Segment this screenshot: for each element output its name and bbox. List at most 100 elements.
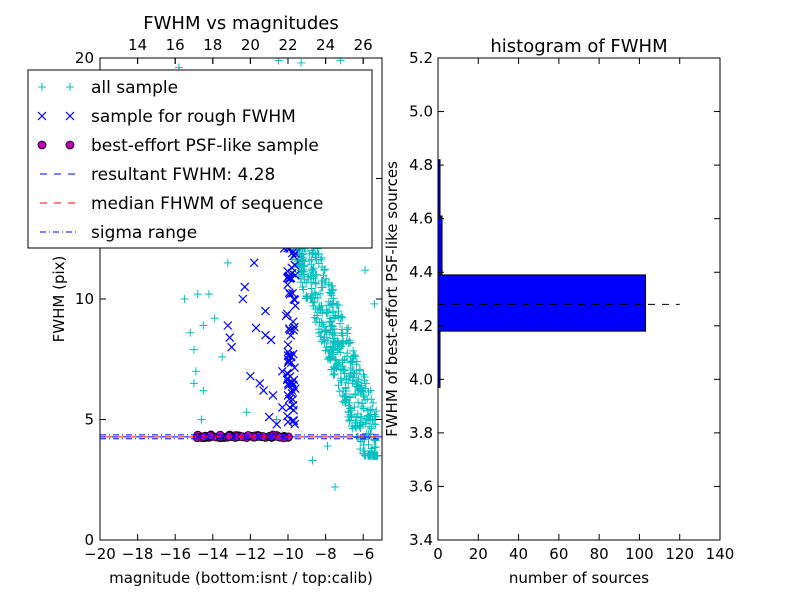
legend-entry: best-effort PSF-like sample — [37, 136, 319, 156]
x-tick-label: −14 — [197, 545, 229, 563]
data-point-cross — [284, 380, 294, 390]
data-point-plus — [305, 249, 314, 258]
data-point-cross — [240, 282, 250, 292]
data-point-plus — [349, 368, 358, 377]
data-point-plus — [343, 329, 352, 338]
x-tick-label: 20 — [469, 545, 488, 563]
data-point-cross — [286, 352, 296, 362]
data-point-plus — [337, 339, 346, 348]
data-point-plus — [218, 352, 227, 361]
y-tick-label: 5.0 — [409, 103, 433, 121]
data-point-plus — [329, 294, 338, 303]
data-point-plus — [351, 390, 360, 399]
data-point-plus — [311, 318, 320, 327]
data-point-plus — [190, 345, 198, 354]
histogram-title: histogram of FWHM — [490, 36, 667, 57]
data-point-plus — [180, 295, 189, 303]
data-point-plus — [329, 370, 338, 379]
data-point-plus — [368, 415, 377, 424]
data-point-plus — [337, 378, 346, 387]
data-point-plus — [363, 451, 372, 460]
data-point-plus — [329, 308, 338, 317]
data-point-plus — [318, 283, 327, 292]
x-tick-label: −12 — [235, 545, 267, 563]
data-point-cross — [288, 288, 298, 298]
data-point-plus — [190, 379, 198, 388]
y-tick-label: 5.2 — [409, 49, 433, 67]
data-point-plus — [363, 406, 372, 415]
data-point-plus — [354, 398, 363, 407]
data-point-cross — [288, 395, 298, 404]
top-x-tick-label: 24 — [316, 36, 335, 54]
data-point-plus — [350, 369, 359, 378]
data-point-plus — [363, 416, 372, 425]
data-point-plus — [331, 364, 340, 373]
data-point-cross — [288, 317, 298, 327]
legend-label: best-effort PSF-like sample — [91, 136, 319, 156]
data-point-plus — [314, 325, 323, 334]
legend-entry: all sample — [38, 78, 178, 98]
histogram-bar — [438, 159, 441, 217]
data-point-plus — [316, 289, 325, 298]
data-point-cross — [266, 335, 276, 345]
data-point-plus — [372, 406, 381, 415]
data-point-plus — [326, 346, 335, 355]
y-tick-label: 4.4 — [409, 263, 433, 281]
top-x-tick-label: 20 — [241, 36, 260, 54]
data-point-plus — [199, 321, 208, 330]
y-tick-label: 3.8 — [409, 424, 433, 442]
data-point-plus — [354, 375, 363, 384]
data-point-cross — [282, 368, 292, 378]
data-point-cross — [245, 371, 255, 381]
data-point-cross — [283, 266, 293, 276]
data-point-cross — [264, 412, 274, 422]
data-point-plus — [355, 365, 364, 374]
data-point-cross — [287, 268, 297, 278]
data-point-plus — [328, 300, 337, 309]
data-point-plus — [321, 327, 330, 336]
data-point-plus — [309, 264, 318, 273]
y-tick-label: 0 — [84, 531, 94, 549]
data-point-circle — [243, 431, 253, 440]
data-point-cross — [284, 394, 294, 404]
data-point-cross — [282, 309, 292, 319]
data-point-cross — [238, 294, 248, 304]
data-point-plus — [334, 344, 343, 353]
data-point-cross — [251, 323, 261, 333]
legend-label: resultant FWHM: 4.28 — [91, 165, 275, 185]
legend-label: sample for rough FWHM — [91, 107, 296, 127]
x-tick-label: 140 — [706, 545, 735, 563]
data-point-cross — [289, 405, 299, 415]
y-tick-label: 10 — [75, 290, 94, 308]
data-point-plus — [299, 253, 308, 262]
data-point-plus — [297, 58, 306, 67]
data-point-cross — [287, 385, 297, 395]
data-point-plus — [332, 356, 341, 365]
data-point-plus — [323, 442, 332, 451]
top-x-tick-label: 18 — [203, 36, 222, 54]
data-point-plus — [357, 402, 366, 411]
data-point-plus — [317, 277, 326, 286]
data-point-plus — [318, 263, 327, 272]
data-point-plus — [298, 283, 307, 292]
data-point-cross — [255, 378, 265, 388]
x-tick-label: 0 — [433, 545, 443, 563]
data-point-plus — [324, 353, 333, 362]
data-point-plus — [350, 403, 359, 412]
legend-label: sigma range — [91, 223, 197, 243]
data-point-plus — [351, 416, 360, 425]
top-x-tick-label: 26 — [354, 36, 373, 54]
data-point-cross — [290, 260, 300, 270]
legend-label: median FHWM of sequence — [91, 194, 323, 214]
y-tick-label: 4.8 — [409, 156, 433, 174]
data-point-plus — [311, 278, 320, 287]
histogram-bar — [438, 215, 443, 276]
y-tick-label: 3.4 — [409, 531, 433, 549]
data-point-plus — [331, 482, 339, 491]
data-point-plus — [308, 298, 317, 307]
data-point-plus — [350, 422, 359, 431]
scatter-x-axis-label: magnitude (bottom:isnt / top:calib) — [109, 569, 373, 587]
data-point-plus — [324, 336, 333, 345]
data-point-plus — [308, 456, 317, 465]
data-point-cross — [227, 342, 237, 352]
